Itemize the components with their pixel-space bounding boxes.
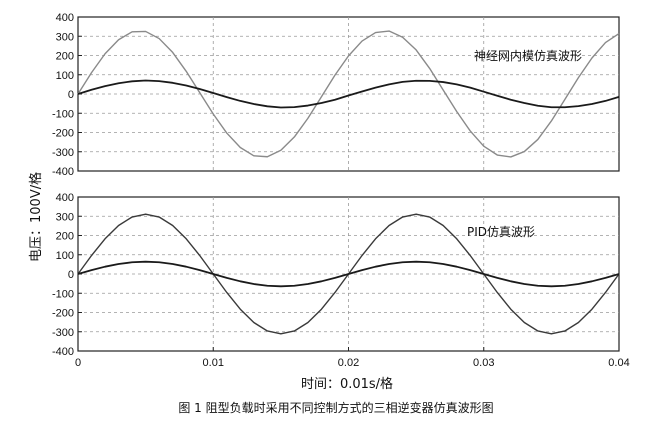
y-tick-label: -100 (52, 288, 74, 300)
large-amplitude-waveform-line (77, 30, 620, 158)
y-tick-label: -100 (52, 108, 74, 120)
top-annotation: 神经网内模仿真波形 (474, 49, 582, 63)
bottom-series-group (77, 213, 620, 335)
y-axis-label: 电压：100V/格 (28, 172, 44, 262)
y-tick-label: 300 (56, 211, 74, 223)
x-tick-label: 0.04 (608, 357, 629, 369)
bottom-annotation: PID仿真波形 (467, 225, 535, 239)
y-tick-label: 0 (68, 89, 74, 101)
x-tick-label: 0.03 (473, 357, 494, 369)
y-tick-label: 100 (56, 70, 74, 82)
y-tick-label: 300 (56, 31, 74, 43)
bottom-x-tick-labels: 0 0.01 0.02 0.03 0.04 (75, 347, 630, 369)
y-tick-label: -200 (52, 128, 74, 140)
y-tick-label: 200 (56, 51, 74, 63)
small-amplitude-waveform-line (77, 79, 620, 109)
x-tick-label: 0.02 (338, 357, 359, 369)
y-tick-label: -300 (52, 147, 74, 159)
small-amplitude-waveform-line (77, 260, 620, 288)
top-series-group (77, 30, 620, 158)
figure-caption: 图 1 阻型负载时采用不同控制方式的三相逆变器仿真波形图 (178, 400, 493, 415)
y-tick-label: -400 (52, 346, 74, 358)
bottom-y-tick-labels: 400 300 200 100 0 -100 -200 -300 -400 (52, 192, 82, 358)
bottom-gridlines (78, 197, 619, 351)
y-tick-label: 200 (56, 231, 74, 243)
y-tick-label: -300 (52, 327, 74, 339)
top-y-tick-labels: 400 300 200 100 0 -100 -200 -300 -400 (52, 12, 82, 178)
x-axis-label: 时间：0.01s/格 (301, 376, 393, 392)
y-tick-label: 400 (56, 192, 74, 204)
y-tick-label: 400 (56, 12, 74, 24)
y-tick-label: 0 (68, 269, 74, 281)
y-tick-label: 100 (56, 250, 74, 262)
y-tick-label: -400 (52, 166, 74, 178)
x-tick-label: 0 (75, 357, 81, 369)
top-plot-panel: 400 300 200 100 0 -100 -200 -300 -400 神经网内模仿真波形 (52, 12, 620, 178)
y-tick-label: -200 (52, 308, 74, 320)
x-tick-label: 0.01 (203, 357, 224, 369)
